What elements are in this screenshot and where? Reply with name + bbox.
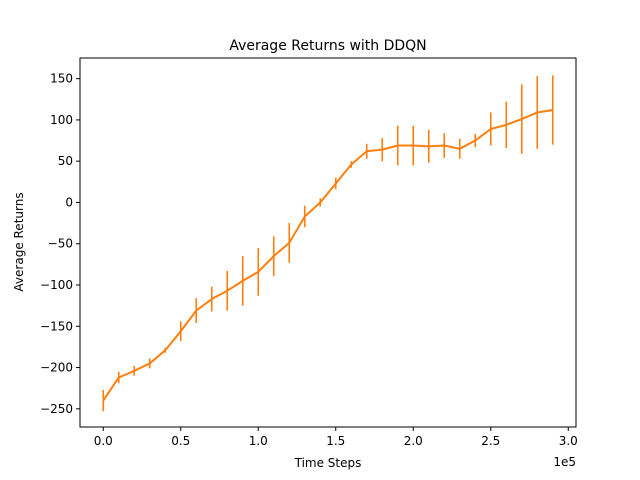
y-tick-label: 0 [65, 195, 73, 209]
x-tick-label: 0.5 [171, 434, 190, 448]
x-tick-label: 2.0 [404, 434, 423, 448]
y-tick-label: −250 [40, 402, 73, 416]
y-tick-label: −200 [40, 361, 73, 375]
x-tick-label: 1.5 [326, 434, 345, 448]
y-axis: −250 −200 −150 −100 −50 0 50 100 150 [40, 72, 80, 416]
x-tick-label: 1.0 [249, 434, 268, 448]
y-tick-label: −50 [48, 237, 73, 251]
x-tick-label: 3.0 [559, 434, 578, 448]
y-tick-label: −150 [40, 319, 73, 333]
x-axis-multiplier: 1e5 [553, 455, 576, 469]
x-axis-label: Time Steps [294, 456, 362, 470]
plot-area [102, 75, 554, 412]
axes-frame [79, 57, 577, 428]
chart-title: Average Returns with DDQN [229, 38, 426, 54]
y-tick-label: 150 [50, 72, 73, 86]
y-tick-label: 100 [50, 113, 73, 127]
y-axis-label: Average Returns [12, 192, 26, 291]
x-tick-label: 2.5 [481, 434, 500, 448]
x-axis: 0.0 0.5 1.0 1.5 2.0 2.5 3.0 [94, 427, 578, 448]
y-tick-label: 50 [58, 154, 73, 168]
x-tick-label: 0.0 [94, 434, 113, 448]
y-tick-label: −100 [40, 278, 73, 292]
series-line [102, 109, 553, 402]
